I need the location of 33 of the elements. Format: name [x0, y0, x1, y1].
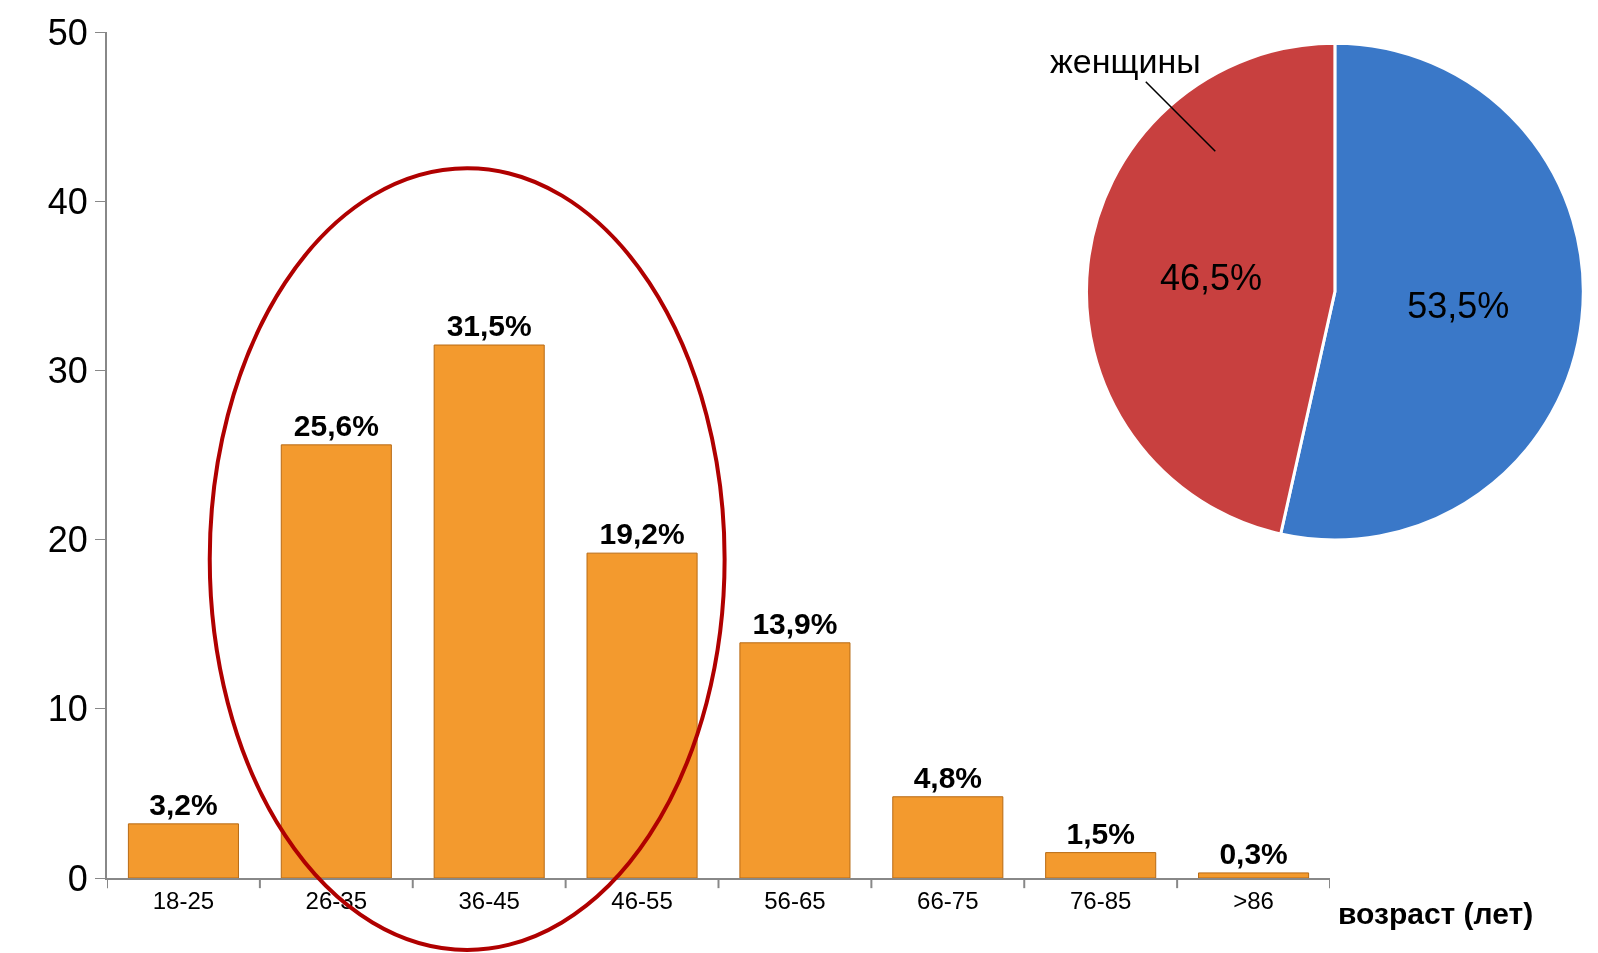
y-tick-label: 50: [47, 11, 88, 53]
y-tick-label: 0: [67, 857, 88, 899]
data-label: 25,6%: [293, 408, 379, 442]
data-label: 19,2%: [599, 517, 685, 551]
bar: [1198, 872, 1310, 878]
x-tick-label: 66-75: [917, 886, 979, 914]
x-tick-label: 56-65: [764, 886, 826, 914]
data-label: 46,5%: [1160, 257, 1263, 299]
slice-label: женщины: [1050, 42, 1201, 80]
data-label: 53,5%: [1407, 284, 1510, 326]
y-tick-label: 20: [47, 519, 88, 561]
data-label: 0,3%: [1219, 836, 1288, 870]
x-tick-label: 46-55: [611, 886, 673, 914]
bar: [433, 344, 545, 878]
data-label: 4,8%: [913, 760, 983, 794]
data-label: 31,5%: [446, 309, 532, 343]
x-axis-title: возраст (лет): [1338, 897, 1534, 930]
bar: [1045, 852, 1157, 878]
x-tick-label: >86: [1233, 886, 1274, 914]
y-tick-label: 30: [47, 350, 88, 391]
data-label: 3,2%: [149, 787, 218, 821]
y-tick-label: 10: [47, 688, 88, 730]
bar: [127, 823, 239, 878]
data-label: 13,9%: [752, 606, 838, 640]
bar: [280, 444, 392, 878]
x-tick-label: 76-85: [1069, 886, 1132, 914]
data-label: 1,5%: [1066, 816, 1135, 850]
x-tick-label: 18-25: [152, 886, 215, 914]
bar: [739, 642, 851, 878]
bar: [892, 796, 1004, 878]
bar: [586, 552, 698, 878]
x-tick-label: 36-45: [458, 886, 520, 914]
y-tick-label: 40: [47, 180, 88, 222]
